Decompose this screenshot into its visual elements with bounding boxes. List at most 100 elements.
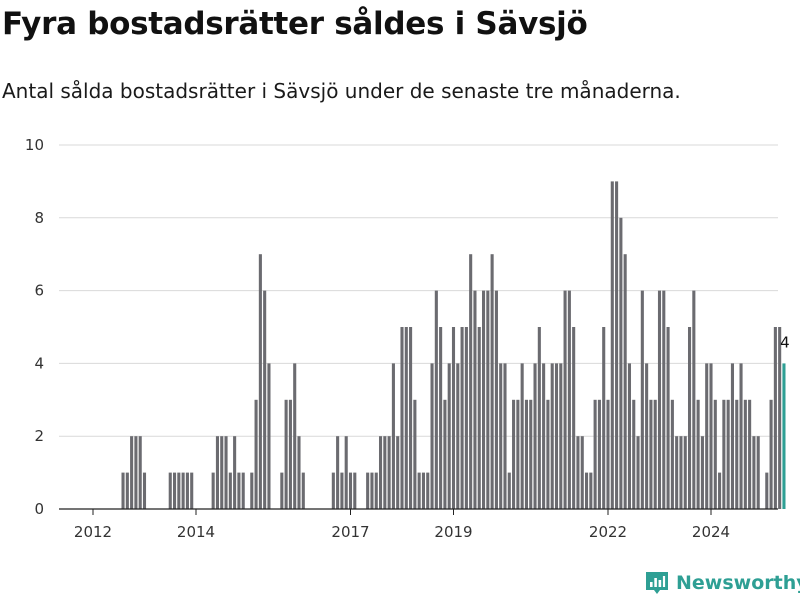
bar	[456, 363, 460, 509]
bar	[606, 399, 610, 509]
bar	[623, 254, 627, 509]
bar	[134, 436, 138, 509]
bar	[267, 363, 271, 509]
bar	[177, 472, 181, 509]
bar	[632, 399, 636, 509]
x-tick-label: 2012	[74, 523, 112, 541]
bar	[666, 327, 670, 509]
y-tick-label: 6	[34, 282, 44, 300]
bar	[752, 436, 756, 509]
bar	[439, 327, 443, 509]
x-tick-label: 2014	[177, 523, 215, 541]
bar	[477, 327, 481, 509]
bar	[615, 181, 619, 509]
bar	[263, 290, 267, 509]
bar	[649, 399, 653, 509]
bar	[709, 363, 713, 509]
bar	[280, 472, 284, 509]
bar	[546, 399, 550, 509]
bar	[610, 181, 614, 509]
bar	[499, 363, 503, 509]
chart-title: Fyra bostadsrätter såldes i Sävsjö	[2, 6, 588, 42]
bar	[773, 327, 777, 509]
bar	[494, 290, 498, 509]
bar	[460, 327, 464, 509]
bar	[722, 399, 726, 509]
bar	[653, 399, 657, 509]
bar	[675, 436, 679, 509]
bar	[387, 436, 391, 509]
bar	[756, 436, 760, 509]
bar	[451, 327, 456, 509]
bar	[297, 436, 301, 509]
bar	[417, 472, 421, 509]
bar	[142, 472, 147, 509]
bar	[593, 399, 597, 509]
bar	[679, 436, 683, 509]
bar	[529, 399, 533, 509]
bar	[662, 290, 666, 509]
brand-logo[interactable]: Newsworthy	[644, 570, 800, 596]
bar	[284, 399, 288, 509]
bar	[353, 472, 357, 509]
bar	[215, 436, 220, 509]
bar	[602, 327, 606, 509]
x-tick-label: 2022	[589, 523, 627, 541]
bar	[340, 472, 344, 509]
bar	[138, 436, 142, 509]
bar	[490, 254, 494, 509]
y-tick-label: 2	[34, 427, 44, 445]
bar	[705, 363, 709, 509]
bar	[344, 436, 348, 509]
bar	[627, 363, 632, 509]
bar	[554, 363, 559, 509]
last-value-label: 4	[780, 333, 790, 351]
bar	[559, 363, 563, 509]
bar	[185, 472, 189, 509]
brand-name: Newsworthy	[676, 572, 800, 594]
chart-subtitle: Antal sålda bostadsrätter i Sävsjö under…	[2, 79, 681, 103]
bar	[288, 399, 292, 509]
bar	[713, 399, 717, 509]
bar	[765, 472, 769, 509]
bar	[645, 363, 649, 509]
bar	[726, 399, 730, 509]
bar	[640, 290, 644, 509]
y-tick-label: 10	[25, 136, 44, 154]
bar	[224, 436, 228, 509]
bar	[481, 290, 486, 509]
bar	[233, 436, 237, 509]
bar	[391, 363, 395, 509]
bar	[670, 399, 674, 509]
bar	[516, 399, 520, 509]
x-tick-label: 2024	[692, 523, 730, 541]
bar	[378, 436, 383, 509]
bar	[241, 472, 245, 509]
bar	[730, 363, 735, 509]
bar	[718, 472, 722, 509]
bar	[748, 399, 752, 509]
bar	[228, 472, 232, 509]
bar	[636, 436, 640, 509]
bar	[743, 399, 747, 509]
bar	[503, 363, 507, 509]
bar	[168, 472, 172, 509]
bar	[348, 472, 353, 509]
bar	[366, 472, 370, 509]
bar	[563, 290, 567, 509]
bar	[464, 327, 468, 509]
bar	[172, 472, 177, 509]
bar	[657, 290, 662, 509]
bar	[589, 472, 593, 509]
bar	[220, 436, 224, 509]
bar	[250, 472, 254, 509]
bar	[211, 472, 215, 509]
x-tick-label: 2017	[331, 523, 369, 541]
bar	[580, 436, 584, 509]
bar	[473, 290, 477, 509]
bar	[597, 399, 601, 509]
bar	[190, 472, 194, 509]
bar	[293, 363, 297, 509]
bar	[404, 327, 408, 509]
bar	[542, 363, 546, 509]
